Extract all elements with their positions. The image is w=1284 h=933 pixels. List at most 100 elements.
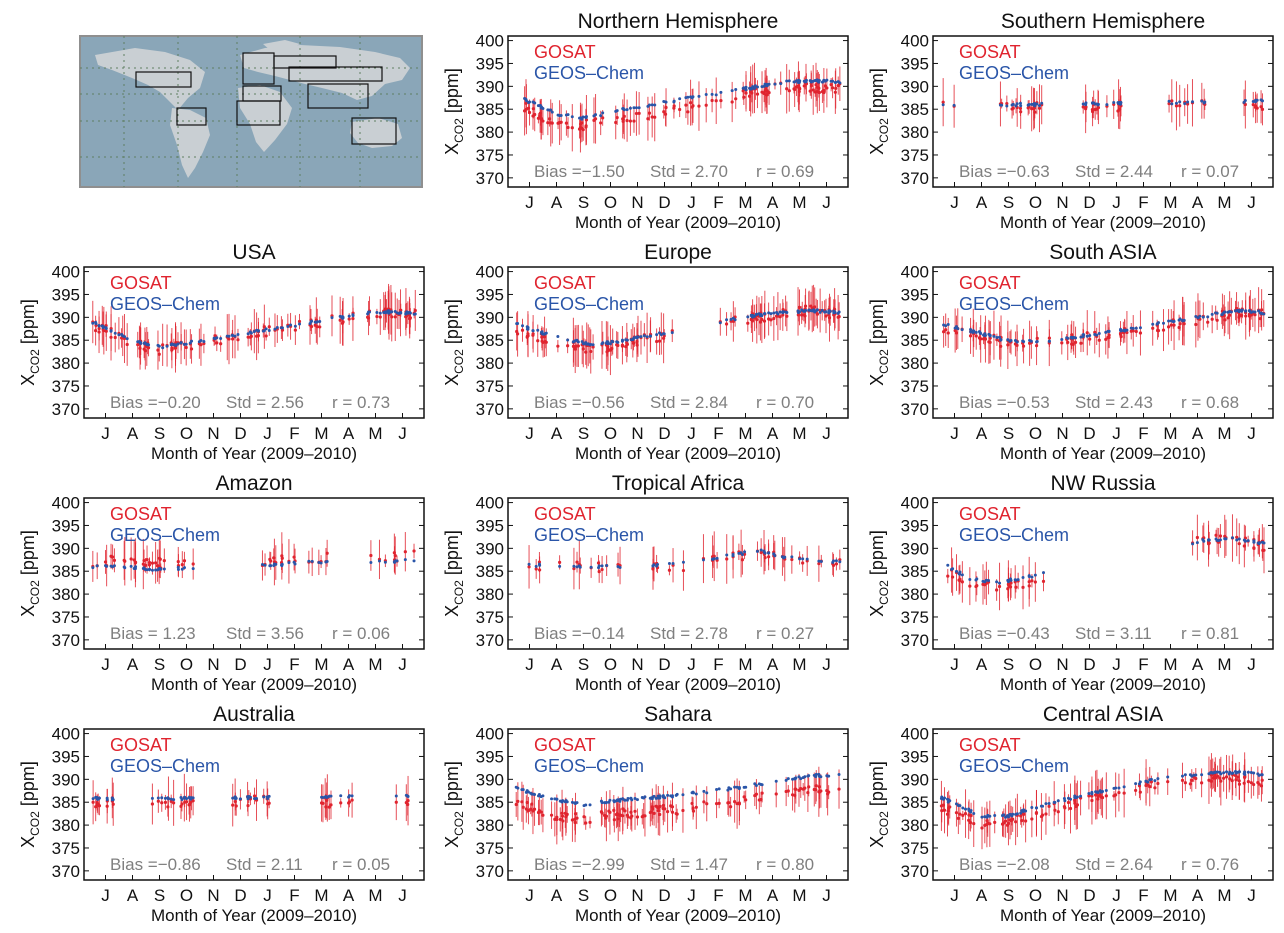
gosat-point	[690, 105, 694, 109]
geos-chem-point	[184, 342, 188, 346]
geos-chem-point	[526, 327, 530, 331]
x-tick-label: D	[234, 886, 246, 905]
geos-chem-point	[190, 339, 194, 343]
geos-chem-point	[671, 561, 675, 565]
geos-chem-point	[742, 785, 746, 789]
geos-chem-point	[681, 560, 685, 564]
x-tick-label: M	[738, 424, 752, 443]
geos-chem-point	[1034, 806, 1038, 810]
geos-chem-point	[634, 106, 638, 110]
data-layer	[941, 78, 1265, 134]
gosat-point	[536, 810, 541, 815]
gosat-point	[834, 562, 839, 566]
geos-chem-point	[145, 343, 149, 347]
geos-chem-point	[1207, 538, 1211, 542]
gosat-point	[1252, 782, 1256, 787]
geos-chem-point	[655, 333, 659, 337]
x-tick-label: J	[525, 424, 534, 443]
x-tick-label: F	[713, 193, 723, 212]
x-tick-label: N	[1056, 655, 1068, 674]
geos-chem-point	[292, 560, 296, 564]
region-box-nw-russia	[273, 55, 337, 69]
legend-gosat: GOSAT	[959, 42, 1021, 62]
gosat-point	[657, 339, 662, 343]
geos-chem-point	[1123, 328, 1127, 332]
geos-chem-point	[310, 559, 314, 563]
gosat-point	[529, 807, 533, 811]
x-tick-label: M	[738, 193, 752, 212]
geos-chem-point	[803, 775, 807, 779]
x-tick-label: A	[976, 886, 988, 905]
geos-chem-point	[1035, 102, 1039, 106]
geos-chem-point	[754, 784, 758, 788]
y-tick-label: 375	[901, 377, 929, 396]
x-tick-label: M	[1163, 655, 1177, 674]
gosat-point	[790, 793, 795, 797]
geos-chem-point	[236, 333, 240, 337]
geos-chem-point	[1252, 771, 1256, 775]
y-axis-label: XCO2 [ppm]	[18, 299, 42, 386]
gosat-point	[1030, 107, 1034, 111]
gosat-point	[1100, 795, 1105, 800]
gosat-point	[1258, 317, 1262, 321]
gosat-point	[628, 119, 633, 123]
x-tick-label: N	[631, 655, 643, 674]
y-tick-label: 370	[476, 862, 504, 881]
gosat-point	[815, 312, 820, 316]
geos-chem-point	[286, 324, 290, 328]
geos-chem-point	[952, 103, 956, 107]
x-tick-label: A	[1192, 193, 1204, 212]
geos-chem-point	[983, 815, 987, 819]
gosat-point	[1010, 107, 1014, 111]
gosat-point	[772, 316, 776, 321]
gosat-point	[1218, 534, 1223, 538]
gosat-point	[1104, 794, 1108, 798]
geos-chem-point	[408, 311, 412, 315]
geos-chem-point	[383, 560, 387, 564]
geos-chem-point	[826, 774, 830, 778]
geos-chem-point	[555, 797, 559, 801]
geos-chem-point	[753, 86, 757, 90]
gosat-point	[1230, 779, 1234, 783]
gosat-point	[740, 558, 745, 562]
gosat-point	[1107, 335, 1111, 340]
gosat-point	[566, 125, 570, 130]
geos-chem-point	[1183, 773, 1187, 777]
geos-chem-point	[94, 795, 98, 799]
geos-chem-point	[319, 561, 323, 565]
geos-chem-point	[730, 89, 734, 93]
gosat-point	[1247, 312, 1251, 316]
gosat-point	[599, 121, 603, 125]
x-tick-label: O	[180, 655, 193, 674]
x-tick-label: A	[976, 655, 988, 674]
geos-chem-point	[1156, 777, 1160, 781]
geos-chem-point	[310, 319, 314, 323]
geos-chem-point	[639, 335, 643, 339]
gosat-point	[366, 315, 370, 319]
geos-chem-point	[807, 308, 811, 312]
geos-chem-point	[520, 324, 524, 328]
geos-chem-point	[150, 796, 154, 800]
gosat-point	[267, 325, 271, 329]
geos-chem-point	[1004, 815, 1008, 819]
x-axis-label: Month of Year (2009–2010)	[1000, 444, 1206, 463]
region-box-south-asia	[307, 83, 369, 109]
gosat-point	[957, 578, 961, 582]
gosat-point	[993, 820, 997, 825]
geos-chem-point	[737, 787, 741, 791]
x-tick-label: O	[1029, 193, 1042, 212]
geos-chem-point	[1225, 770, 1229, 774]
gosat-point	[765, 93, 769, 97]
geos-chem-point	[317, 561, 321, 565]
x-tick-label: A	[767, 655, 779, 674]
geos-chem-point	[597, 566, 601, 570]
stat-std: Std = 3.11	[1075, 624, 1152, 643]
gosat-point	[132, 558, 136, 562]
geos-chem-point	[797, 775, 801, 779]
x-tick-label: A	[1192, 655, 1204, 674]
gosat-point	[537, 560, 542, 564]
y-tick-label: 375	[52, 839, 80, 858]
gosat-point	[413, 308, 417, 313]
gosat-point	[681, 808, 685, 813]
gosat-point	[1195, 535, 1199, 540]
